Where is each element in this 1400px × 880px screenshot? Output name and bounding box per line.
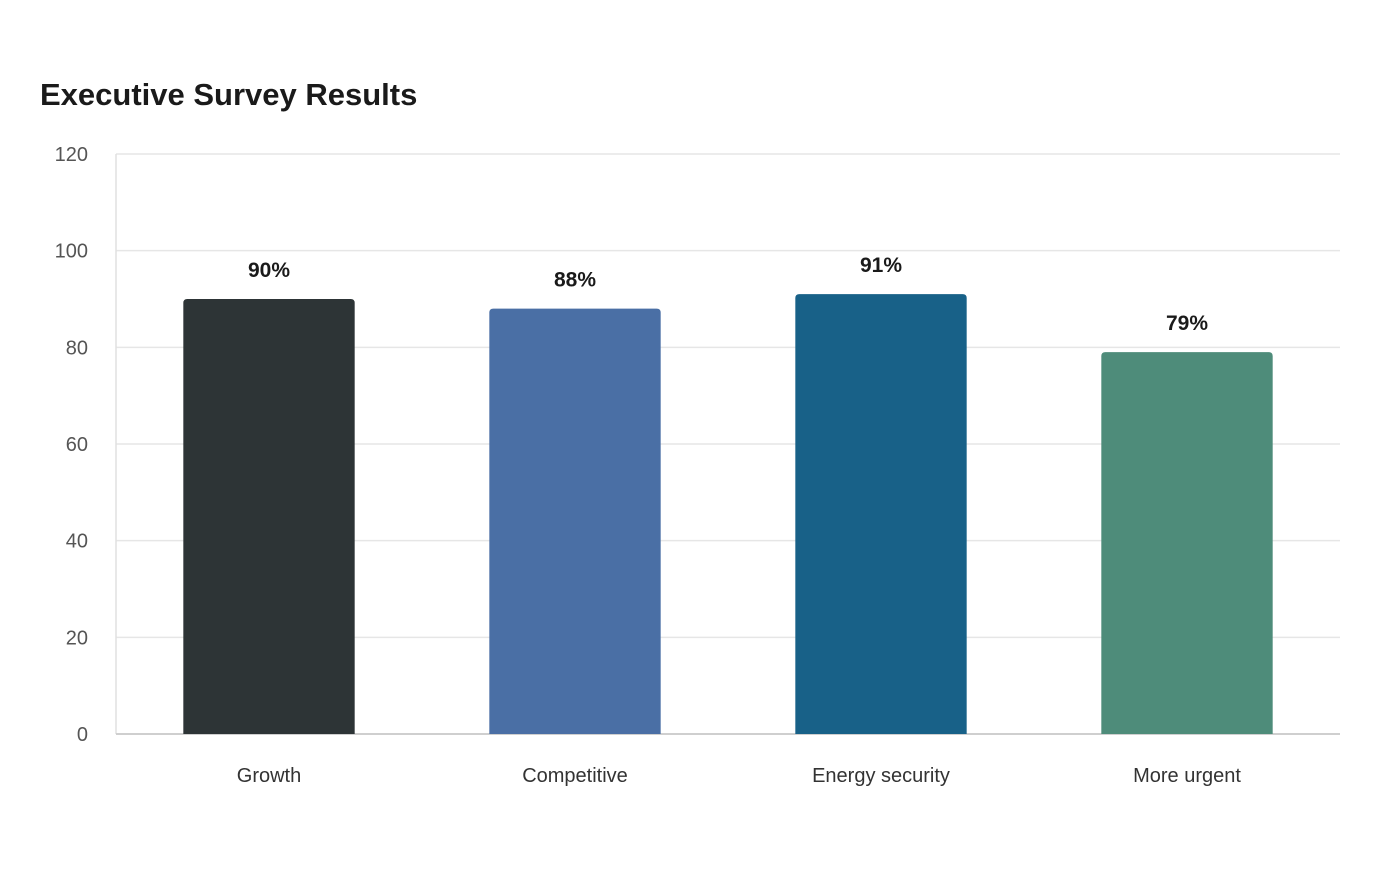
data-label: 79% [1166, 312, 1208, 335]
bar-energy-security [795, 294, 967, 734]
bar-more-urgent [1101, 352, 1273, 734]
data-labels: 90% 88% 91% 79% [248, 254, 1208, 335]
y-tick-label: 120 [55, 144, 88, 166]
bars [183, 294, 1273, 734]
x-tick-label: More urgent [1133, 765, 1241, 787]
bar-competitive [489, 308, 661, 734]
y-tick-label: 40 [66, 531, 88, 553]
x-tick-label: Competitive [522, 765, 628, 787]
y-axis-ticks: 0 20 40 60 80 100 120 [55, 144, 88, 746]
y-tick-label: 80 [66, 337, 88, 359]
bar-growth [183, 299, 355, 734]
y-tick-label: 20 [66, 627, 88, 649]
data-label: 91% [860, 254, 902, 277]
x-tick-label: Energy security [812, 765, 950, 787]
data-label: 88% [554, 269, 596, 292]
data-label: 90% [248, 259, 290, 282]
y-tick-label: 60 [66, 434, 88, 456]
x-tick-label: Growth [237, 765, 301, 787]
x-axis-ticks: Growth Competitive Energy security More urg… [237, 765, 1242, 787]
chart-title: Executive Survey Results [40, 77, 418, 112]
y-tick-label: 100 [55, 241, 88, 263]
y-tick-label: 0 [77, 724, 88, 746]
